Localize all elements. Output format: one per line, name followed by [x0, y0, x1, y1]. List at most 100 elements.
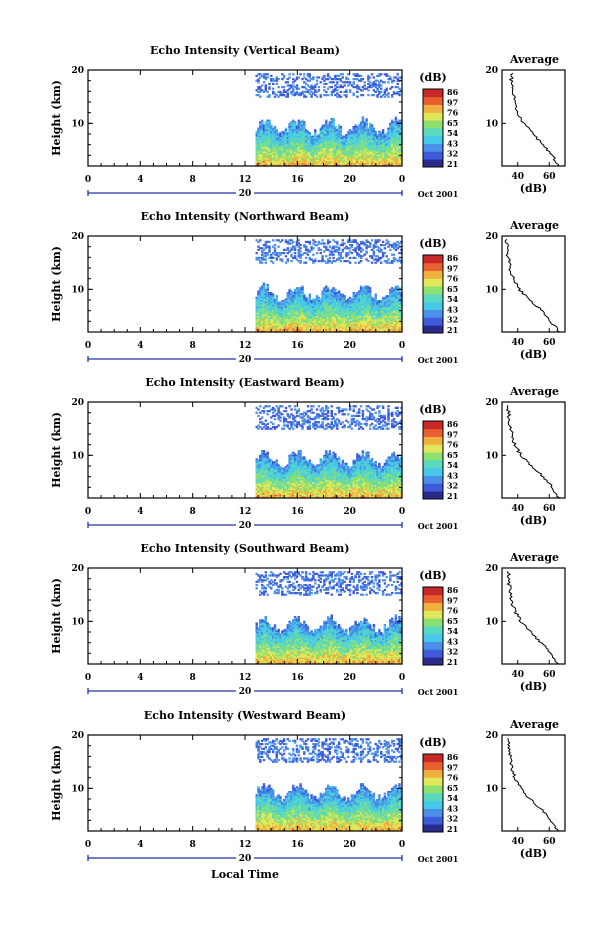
heatmap-cell [310, 86, 313, 89]
heatmap-cell [255, 148, 258, 151]
heatmap-cell [387, 137, 390, 140]
heatmap-cell [264, 290, 267, 293]
heatmap-cell [266, 130, 269, 133]
heatmap-cell [314, 317, 317, 320]
heatmap-cell [292, 153, 295, 156]
y-tick-label: 20 [71, 66, 84, 76]
heatmap-cell [297, 150, 300, 153]
heatmap-cell [262, 146, 266, 149]
heatmap-cell [394, 124, 398, 127]
heatmap-cell [290, 312, 293, 315]
heatmap-cell [262, 248, 266, 251]
heatmap-cell [369, 153, 372, 156]
heatmap-cell [303, 325, 306, 328]
heatmap-cell [336, 92, 339, 95]
heatmap-cell [261, 159, 264, 162]
heatmap-cell [337, 143, 341, 146]
heatmap-cell [293, 288, 297, 291]
heatmap-cell [370, 126, 374, 129]
heatmap-cell [385, 87, 388, 90]
heatmap-cell [361, 116, 365, 119]
heatmap-cell [303, 303, 306, 306]
heatmap-cell [325, 124, 328, 127]
heatmap-cell [310, 325, 313, 328]
heatmap-cell [261, 146, 264, 149]
heatmap-cell [290, 132, 293, 135]
heatmap-cell [365, 159, 368, 162]
heatmap-cell [297, 127, 300, 130]
heatmap-cell [303, 296, 306, 299]
heatmap-cell [392, 137, 396, 140]
heatmap-cell [282, 308, 286, 311]
heatmap-cell [262, 154, 266, 157]
heatmap-cell [288, 295, 291, 298]
heatmap-cell [281, 316, 284, 319]
heatmap-cell [396, 159, 399, 162]
heatmap-cell [270, 295, 273, 298]
heatmap-cell [288, 306, 291, 309]
heatmap-cell [281, 137, 284, 140]
heatmap-cell [262, 244, 266, 247]
heatmap-cell [328, 151, 332, 154]
heatmap-cell [262, 298, 266, 301]
x-tick-label: 8 [190, 341, 196, 351]
heatmap-cell [312, 311, 315, 314]
heatmap-cell [284, 317, 288, 320]
heatmap-cell [310, 151, 313, 154]
heatmap-cell [282, 304, 286, 307]
heatmap-cell [392, 121, 396, 124]
heatmap-cell [314, 143, 317, 146]
heatmap-cell [292, 328, 295, 331]
heatmap-cell [352, 137, 355, 140]
heatmap-cell [332, 154, 335, 157]
colorbar-segment [423, 112, 443, 121]
heatmap-cell [387, 130, 390, 133]
heatmap-cell [264, 87, 267, 90]
heatmap-cell [297, 124, 300, 127]
heatmap-cell [381, 162, 385, 165]
heatmap-cell [394, 154, 398, 157]
heatmap-cell [314, 322, 317, 325]
heatmap-cell [299, 138, 302, 141]
heatmap-cell [272, 135, 275, 138]
heatmap-cell [352, 142, 355, 145]
heatmap-cell [282, 301, 286, 304]
heatmap-cell [264, 252, 267, 255]
heatmap-cell [339, 95, 343, 98]
heatmap-cell [314, 244, 317, 247]
heatmap-cell [312, 322, 315, 325]
heatmap-cell [292, 304, 295, 307]
heatmap-cell [277, 161, 280, 164]
heatmap-cell [279, 319, 282, 322]
heatmap-cell [303, 156, 306, 159]
heatmap-cell [295, 324, 299, 327]
heatmap-cell [286, 312, 289, 315]
heatmap-cell [266, 245, 269, 248]
heatmap-cell [262, 90, 266, 93]
heatmap-cell [275, 79, 278, 82]
heatmap-cell [308, 73, 311, 76]
heatmap-cell [380, 151, 383, 154]
heatmap-cell [385, 135, 388, 138]
heatmap-cell [264, 142, 267, 145]
heatmap-cell [310, 247, 313, 250]
heatmap-cell [330, 122, 333, 125]
heatmap-cell [391, 158, 394, 161]
heatmap-cell [303, 134, 306, 137]
heatmap-cell [277, 154, 280, 157]
heatmap-cell [323, 161, 326, 164]
heatmap-cell [279, 320, 282, 323]
heatmap-cell [312, 309, 315, 312]
heatmap-cell [304, 95, 308, 98]
heatmap-cell [319, 135, 322, 138]
heatmap-cell [363, 135, 366, 138]
heatmap-cell [306, 73, 310, 76]
heatmap-cell [303, 245, 306, 248]
heatmap-cell [308, 293, 311, 296]
heatmap-cell [259, 288, 262, 291]
heatmap-cell [288, 320, 291, 323]
heatmap-cell [365, 138, 368, 141]
heatmap-cell [292, 240, 295, 243]
heatmap-cell [304, 308, 308, 311]
heatmap-cell [264, 150, 267, 153]
